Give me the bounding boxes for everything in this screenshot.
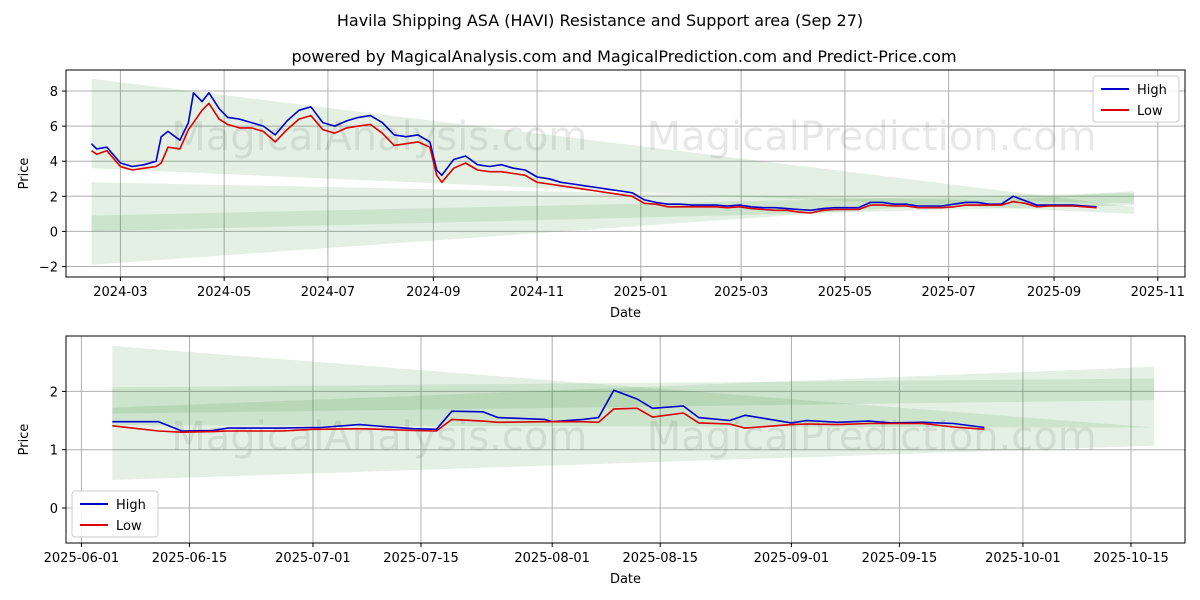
legend: High Low: [71, 490, 159, 538]
legend: High Low: [1092, 75, 1180, 123]
series-line-low: [112, 407, 985, 433]
x-tick-label: 2025-06-15: [152, 551, 228, 566]
x-tick-label: 2025-05: [818, 285, 872, 300]
chart-title: Havila Shipping ASA (HAVI) Resistance an…: [337, 11, 863, 30]
x-axis-label: Date: [610, 572, 641, 587]
legend-label-high: High: [116, 498, 146, 513]
x-tick-label: 2025-11: [1131, 285, 1185, 300]
band-area: [112, 345, 1155, 428]
axes-frame: [65, 335, 1186, 544]
chart-subtitle: powered by MagicalAnalysis.com and Magic…: [291, 47, 956, 66]
x-tick-label: 2025-08-15: [622, 551, 698, 566]
x-tick-label: 2025-06-01: [44, 551, 120, 566]
grid-lines: [66, 336, 1185, 543]
band-area: [91, 78, 1134, 214]
legend-label-low: Low: [116, 519, 142, 534]
support-resistance-bands: [91, 78, 1134, 265]
grid-lines: [66, 70, 1185, 277]
y-axis-label: Price: [17, 424, 32, 456]
x-tick-label: 2025-07-15: [383, 551, 459, 566]
x-tick-label: 2025-07: [921, 285, 975, 300]
x-tick-label: 2025-08-01: [514, 551, 590, 566]
y-tick-label: 0: [50, 502, 58, 517]
tick-labels: 2025-06-01 2025-06-15 2025-07-01 2025-07-15…: [44, 385, 1169, 566]
x-tick-label: 2025-10-15: [1093, 551, 1169, 566]
x-tick-label: 2025-07-01: [275, 551, 351, 566]
x-tick-label: 2025-03: [714, 285, 768, 300]
watermark-right: MagicalPrediction.com: [647, 114, 1097, 160]
y-tick-label: 2: [50, 385, 58, 400]
band-area: [112, 366, 1155, 481]
y-tick-label: −2: [39, 260, 58, 275]
x-tick-label: 2025-09: [1027, 285, 1081, 300]
band-area: [112, 378, 1155, 414]
y-tick-label: 2: [50, 190, 58, 205]
x-tick-label: 2024-07: [301, 285, 355, 300]
axes-frame: [65, 69, 1186, 278]
series-line-high: [112, 389, 985, 432]
y-tick-label: 0: [50, 225, 58, 240]
x-tick-label: 2024-05: [197, 285, 251, 300]
x-tick-label: 2024-03: [93, 285, 147, 300]
y-tick-label: 6: [50, 120, 58, 135]
legend-label-low: Low: [1137, 104, 1163, 119]
x-tick-label: 2025-09-15: [862, 551, 938, 566]
legend-label-high: High: [1137, 83, 1167, 98]
y-axis-label: Price: [17, 158, 32, 190]
y-tick-label: 8: [50, 85, 58, 100]
x-tick-label: 2025-09-01: [754, 551, 830, 566]
x-tick-label: 2025-01: [614, 285, 668, 300]
x-axis-label: Date: [610, 306, 641, 321]
x-tick-label: 2025-10-01: [985, 551, 1061, 566]
x-tick-label: 2024-09: [406, 285, 460, 300]
y-tick-label: 4: [50, 155, 58, 170]
series-lines: [112, 389, 985, 433]
support-resistance-bands: [112, 345, 1155, 481]
series-line-low: [91, 102, 1097, 214]
bottom-chart-panel: MagicalAnalysis.com MagicalPrediction.com…: [17, 335, 1186, 587]
x-tick-label: 2024-11: [510, 285, 564, 300]
series-line-high: [90, 92, 1097, 212]
tick-labels: 2024-03 2024-05 2024-07 2024-09 2024-11 2025-…: [39, 85, 1185, 300]
top-chart-panel: MagicalAnalysis.com MagicalPrediction.com…: [17, 69, 1186, 321]
y-tick-label: 1: [50, 444, 58, 459]
series-lines: [90, 92, 1097, 214]
